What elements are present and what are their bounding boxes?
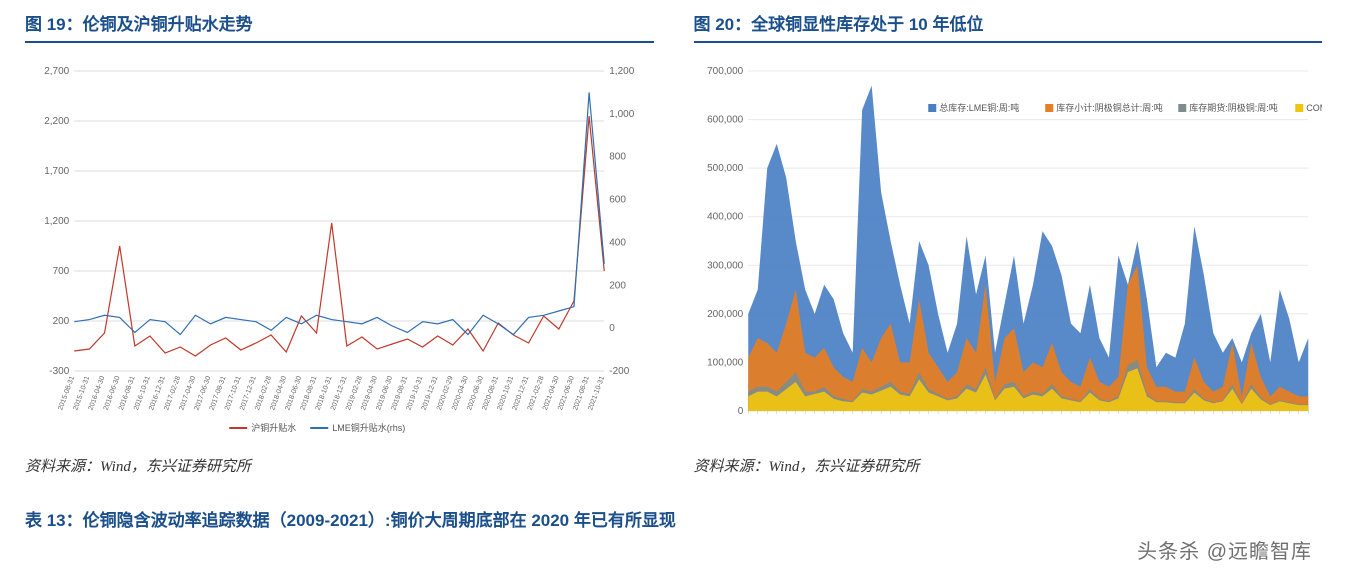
svg-text:600: 600 [609, 195, 626, 206]
fig20-chart: 0 100,000 200,000 300,000 400,000 500,000 600,… [694, 61, 1323, 441]
fig20-title: 图 20：全球铜显性库存处于 10 年低位 [694, 10, 1323, 35]
watermark: 头条杀 @远瞻智库 [1137, 535, 1312, 564]
svg-text:100,000: 100,000 [707, 357, 744, 368]
svg-text:1,200: 1,200 [44, 216, 69, 227]
svg-text:2021-10-31: 2021-10-31 [587, 375, 606, 411]
svg-text:总库存:LME铜:周:吨: 总库存:LME铜:周:吨 [939, 102, 1019, 113]
figure-row: 图 19：伦铜及沪铜升贴水走势 -300 200 700 1,200 1,700 2,20… [25, 10, 1322, 476]
svg-text:COMEX:铜库存:周:短吨: COMEX:铜库存:周:短吨 [1306, 102, 1322, 113]
svg-text:2,700: 2,700 [44, 66, 69, 77]
svg-text:-300: -300 [49, 366, 69, 377]
svg-text:0: 0 [737, 406, 743, 417]
svg-text:LME铜升贴水(rhs): LME铜升贴水(rhs) [332, 422, 405, 433]
svg-text:库存期货:阴极铜:周:吨: 库存期货:阴极铜:周:吨 [1189, 102, 1278, 113]
fig19-underline [25, 41, 654, 43]
svg-text:800: 800 [609, 152, 626, 163]
svg-text:400,000: 400,000 [707, 212, 744, 223]
svg-text:500,000: 500,000 [707, 163, 744, 174]
svg-text:700,000: 700,000 [707, 66, 744, 77]
svg-text:1,200: 1,200 [609, 66, 634, 77]
svg-text:-200: -200 [609, 366, 629, 377]
fig19-chart: -300 200 700 1,200 1,700 2,200 2,700 -200 0 200 40… [25, 61, 654, 441]
svg-text:2,200: 2,200 [44, 116, 69, 127]
svg-text:700: 700 [53, 266, 70, 277]
svg-text:600,000: 600,000 [707, 115, 744, 126]
svg-text:1,000: 1,000 [609, 109, 634, 120]
svg-text:200: 200 [609, 280, 626, 291]
fig19-title: 图 19：伦铜及沪铜升贴水走势 [25, 10, 654, 35]
svg-text:1,700: 1,700 [44, 166, 69, 177]
svg-text:沪铜升贴水: 沪铜升贴水 [251, 422, 296, 433]
svg-text:300,000: 300,000 [707, 260, 744, 271]
svg-text:400: 400 [609, 237, 626, 248]
svg-text:0: 0 [609, 323, 615, 334]
fig19-source: 资料来源：Wind，东兴证券研究所 [25, 455, 654, 476]
table13-title: 表 13：伦铜隐含波动率追踪数据（2009-2021）:铜价大周期底部在 202… [25, 506, 1322, 531]
fig20-source: 资料来源：Wind，东兴证券研究所 [694, 455, 1323, 476]
figure-20: 图 20：全球铜显性库存处于 10 年低位 0 100,000 200,000 300… [694, 10, 1323, 476]
fig20-underline [694, 41, 1323, 43]
svg-text:200,000: 200,000 [707, 309, 744, 320]
svg-text:200: 200 [53, 316, 70, 327]
figure-19: 图 19：伦铜及沪铜升贴水走势 -300 200 700 1,200 1,700 2,20… [25, 10, 654, 476]
svg-text:库存小计:阴极铜总计:周:吨: 库存小计:阴极铜总计:周:吨 [1056, 102, 1163, 113]
